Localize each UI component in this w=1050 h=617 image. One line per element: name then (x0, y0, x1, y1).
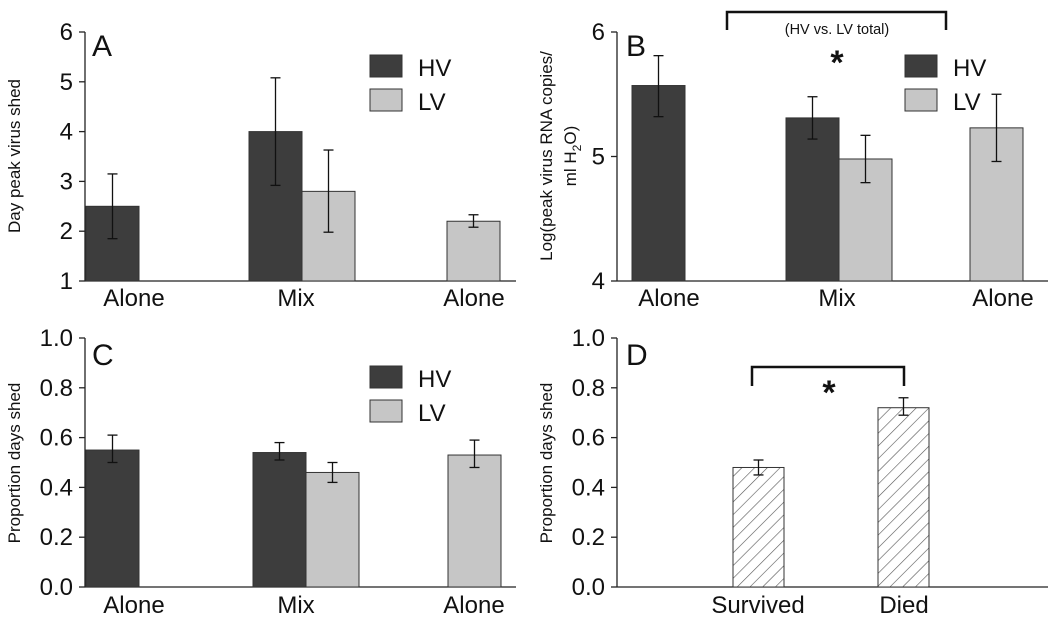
panel-a-ytick-label: 6 (60, 19, 73, 46)
panel-d-ytick-label: 0.0 (572, 574, 605, 601)
panel-c-bar-hv-1 (252, 452, 307, 588)
panel-c-ytick-label: 0.8 (40, 375, 73, 402)
panel-b-ylabel-line2-prefix: ml H (561, 151, 580, 186)
panel-c-ytick-label: 0.4 (40, 474, 73, 501)
panel-c: C Proportion days shed 0.0 0.2 0.4 0.6 0.8 1.… (5, 325, 516, 617)
legend-lv-swatch (904, 88, 938, 112)
panel-a-ytick-label: 2 (60, 218, 73, 245)
panel-d: D Proportion days shed 0.0 0.2 0.4 0.6 0.8 1.… (537, 325, 1048, 617)
panel-a-xtick-alone-2: Alone (443, 285, 504, 312)
panel-b-ylabel-line2: ml H2O) (561, 126, 584, 187)
panel-c-ytick-label: 0.2 (40, 524, 73, 551)
panel-c-bar-lv-2 (447, 454, 502, 588)
panel-c-ytick-label: 0.0 (40, 574, 73, 601)
panel-a-ytick-label: 5 (60, 69, 73, 96)
legend-lv-label: LV (418, 89, 446, 116)
panel-a: A Day peak virus shed 1 2 3 4 5 6 HV LV Alone… (5, 19, 516, 312)
panel-b-bracket (725, 10, 948, 30)
legend-lv-label: LV (953, 89, 981, 116)
panel-a-xtick-mix: Mix (277, 285, 314, 312)
panel-c-bar-lv-1 (305, 471, 360, 588)
panel-d-xtick-died: Died (879, 592, 928, 617)
panel-d-bracket (750, 365, 906, 386)
panel-b-bar-hv-0 (631, 85, 686, 282)
panel-b-legend: HV LV (904, 54, 986, 116)
legend-lv-swatch (369, 399, 403, 423)
panel-b-xtick-alone-1: Alone (638, 285, 699, 312)
legend-hv-swatch (369, 365, 403, 389)
panel-b-ytick-label: 5 (592, 144, 605, 171)
panel-d-significance-star: * (822, 374, 836, 412)
panel-d-ytick-label: 1.0 (572, 325, 605, 352)
legend-lv-swatch (369, 88, 403, 112)
panel-d-ytick-label: 0.2 (572, 524, 605, 551)
panel-b-ylabel-line2-suffix: O) (561, 126, 580, 145)
panel-b-ylabel-line1: Log(peak virus RNA copies/ (537, 51, 556, 261)
panel-c-ylabel: Proportion days shed (5, 383, 24, 544)
panel-c-xtick-alone-2: Alone (443, 592, 504, 617)
panel-c-legend: HV LV (369, 365, 451, 427)
panel-c-xtick-alone-1: Alone (103, 592, 164, 617)
panel-c-ytick-label: 0.6 (40, 425, 73, 452)
panel-c-label: C (92, 339, 114, 372)
legend-lv-label: LV (418, 400, 446, 427)
panel-d-ytick-label: 0.4 (572, 474, 605, 501)
panel-c-ytick-label: 1.0 (40, 325, 73, 352)
panel-d-bar-hatched-1 (877, 407, 930, 588)
panel-a-ytick-label: 3 (60, 168, 73, 195)
legend-hv-swatch (369, 54, 403, 78)
legend-hv-swatch (904, 54, 938, 78)
panel-d-bar-hatched-0 (732, 466, 785, 588)
panel-a-ylabel: Day peak virus shed (5, 79, 24, 233)
panel-a-ytick-label: 4 (60, 119, 73, 146)
panel-b: B Log(peak virus RNA copies/ ml H2O) 4 5 6… (537, 10, 1048, 312)
panel-d-ytick-label: 0.8 (572, 375, 605, 402)
panel-b-bar-hv-1 (785, 117, 840, 282)
panel-d-xtick-survived: Survived (711, 592, 804, 617)
panel-c-bar-hv-0 (85, 449, 140, 588)
panel-b-xtick-alone-2: Alone (972, 285, 1033, 312)
legend-hv-label: HV (418, 366, 451, 393)
panel-d-ytick-label: 0.6 (572, 425, 605, 452)
legend-hv-label: HV (418, 55, 451, 82)
panel-b-significance-star: * (830, 44, 844, 82)
panel-d-ylabel: Proportion days shed (537, 383, 556, 544)
panel-b-bracket-label: (HV vs. LV total) (785, 22, 889, 38)
panel-b-ylabel-subscript: 2 (570, 144, 584, 151)
legend-hv-label: HV (953, 55, 986, 82)
panel-a-ytick-label: 1 (60, 268, 73, 295)
panel-b-ytick-label: 6 (592, 19, 605, 46)
panel-d-label: D (626, 339, 648, 372)
panel-a-xtick-alone-1: Alone (103, 285, 164, 312)
panel-c-xtick-mix: Mix (277, 592, 314, 617)
panel-a-label: A (92, 30, 112, 63)
panel-a-bar-lv-2 (446, 220, 501, 282)
panel-b-ytick-label: 4 (592, 268, 605, 295)
panel-a-legend: HV LV (369, 54, 451, 116)
panel-b-label: B (626, 30, 646, 63)
panel-b-xtick-mix: Mix (818, 285, 855, 312)
